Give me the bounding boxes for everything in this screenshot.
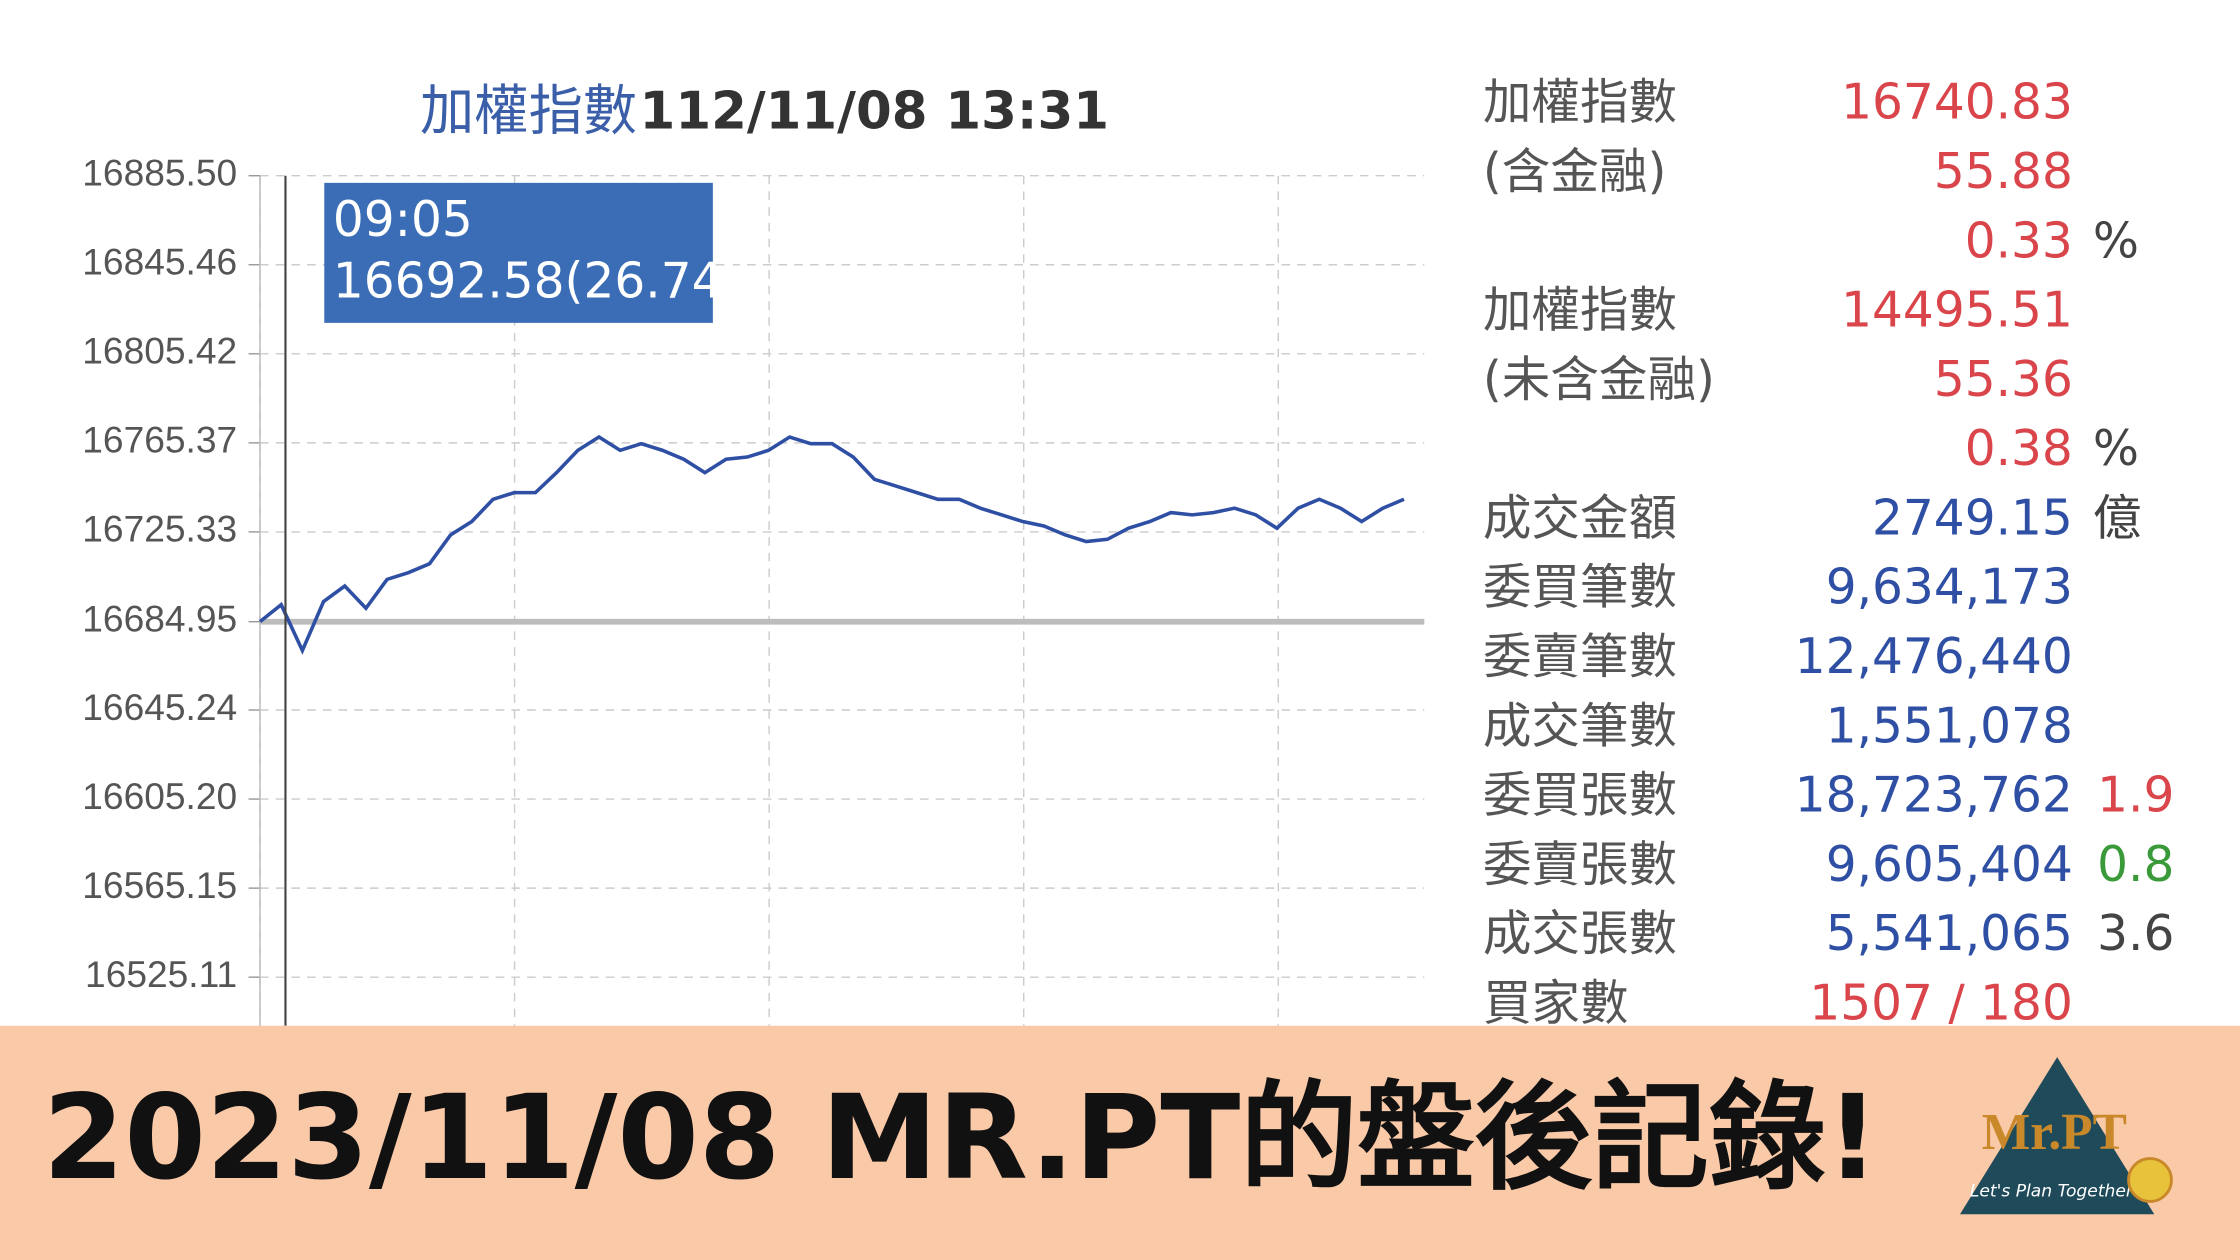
banner-bg <box>0 1025 2240 1260</box>
stat-value: 1,551,078 <box>1826 698 2073 754</box>
stat-unit: % <box>2093 421 2139 477</box>
stat-label: 委買張數 <box>1483 768 1677 824</box>
y-tick-label: 16885.50 <box>82 152 237 194</box>
y-tick-label: 16684.95 <box>82 598 237 640</box>
stat-label: 加權指數 <box>1483 283 1677 339</box>
y-tick-label: 16725.33 <box>82 508 237 550</box>
stats-panel: 加權指數 16740.83 (含金融) 55.88 0.33 % 加權指數 14495.51 (… <box>1483 75 2175 1032</box>
stat-label: 成交筆數 <box>1483 698 1677 754</box>
stat-value: 9,634,173 <box>1826 560 2073 616</box>
logo-tagline: Let's Plan Together <box>1970 1181 2134 1201</box>
stat-label: 成交金額 <box>1483 490 1677 546</box>
stat-label: 委賣張數 <box>1483 837 1677 893</box>
stat-label: 委買筆數 <box>1483 560 1677 616</box>
chart-title: 加權指數 <box>420 79 637 142</box>
stat-label: (含金融) <box>1483 144 1667 200</box>
stat-ratio: 3.6 <box>2097 906 2174 962</box>
stat-value: 0.38 <box>1965 421 2073 477</box>
stat-ratio: 0.8 <box>2097 837 2174 893</box>
stat-ratio: 1.9 <box>2097 768 2174 824</box>
tooltip-value: 16692.58(26.74) <box>333 253 742 309</box>
stat-value: 14495.51 <box>1841 283 2073 339</box>
y-tick-label: 16565.15 <box>82 864 237 906</box>
logo-coin <box>2127 1157 2173 1203</box>
y-tick-label: 16765.37 <box>82 419 237 461</box>
index-line <box>258 434 1405 655</box>
tooltip-time: 09:05 <box>333 192 473 248</box>
stat-unit: % <box>2093 213 2139 269</box>
y-tick-label: 16525.11 <box>85 953 237 995</box>
stat-value: 9,605,404 <box>1826 837 2073 893</box>
stat-label: 成交張數 <box>1483 906 1677 962</box>
y-tick-label: 16805.42 <box>82 330 237 372</box>
stat-label: (未含金融) <box>1483 352 1715 408</box>
stat-value: 55.36 <box>1934 352 2073 408</box>
y-tick-label: 16605.20 <box>82 775 237 817</box>
tooltip-bg <box>324 182 713 323</box>
stat-label: 委賣筆數 <box>1483 629 1677 685</box>
chart-subtitle: 112/11/08 13:31 <box>640 81 1109 141</box>
stat-value: 12,476,440 <box>1795 629 2073 685</box>
stat-value: 55.88 <box>1934 144 2073 200</box>
stat-value: 0.33 <box>1965 213 2073 269</box>
banner: 2023/11/08 MR.PT的盤後記錄! Mr.PT Let's Plan … <box>0 1025 2240 1260</box>
banner-title: 2023/11/08 MR.PT的盤後記錄! <box>43 1069 1879 1206</box>
y-tick-label: 16645.24 <box>82 686 237 728</box>
stat-unit: 億 <box>2093 490 2142 546</box>
plot: 16885.50 16845.46 16805.42 16765.37 16725.33… <box>82 152 1425 1026</box>
stat-label: 加權指數 <box>1483 75 1677 131</box>
stat-label: 買家數 <box>1483 975 1629 1031</box>
stat-value: 2749.15 <box>1872 490 2073 546</box>
stat-value: 5,541,065 <box>1826 906 2073 962</box>
logo-text: Mr.PT <box>1982 1104 2127 1161</box>
logo-triangle <box>1960 1057 2155 1215</box>
stat-value: 1507 / 180 <box>1809 975 2073 1031</box>
stat-value: 16740.83 <box>1841 75 2073 131</box>
y-tick-label: 16845.46 <box>82 241 237 283</box>
stat-value: 18,723,762 <box>1795 768 2073 824</box>
